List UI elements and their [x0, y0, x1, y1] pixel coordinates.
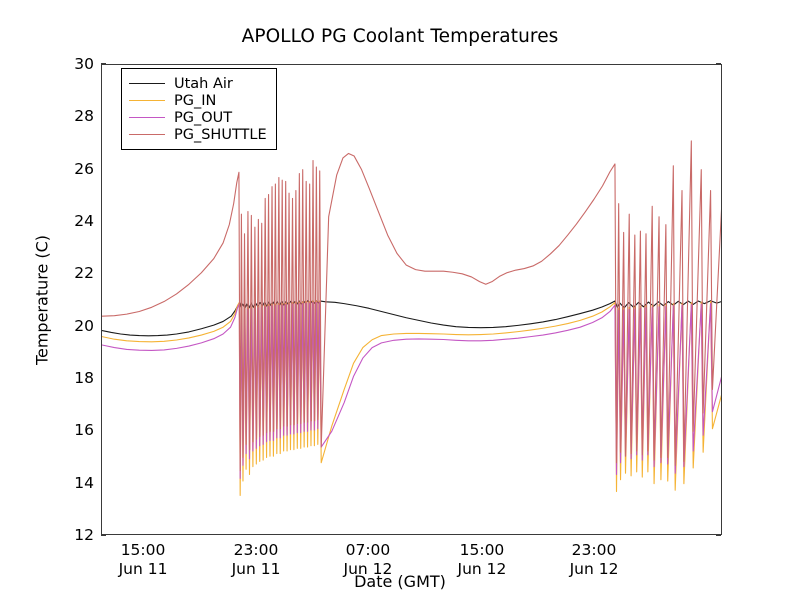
y-tick-label: 12	[74, 526, 94, 544]
y-axis-tick-labels: 12 14 16 18 20 22 24 26 28 30	[28, 0, 94, 600]
y-tick-label: 22	[74, 264, 94, 283]
legend-label: PG_IN	[174, 92, 217, 109]
y-tick-label: 26	[74, 159, 94, 178]
x-tick-date: Jun 12	[343, 560, 393, 578]
y-tick-mark	[716, 63, 721, 65]
x-tick-label: 15:00 Jun 11	[83, 541, 203, 579]
legend-item: PG_IN	[129, 92, 267, 109]
x-axis-label: Date (GMT)	[354, 572, 446, 591]
plot-area	[101, 64, 722, 535]
x-tick-label: 23:00 Jun 12	[534, 541, 654, 579]
x-tick-date: Jun 12	[569, 560, 619, 578]
y-tick-label: 16	[74, 421, 94, 440]
legend-color-swatch	[129, 83, 165, 84]
series-line-pg-out	[102, 303, 722, 479]
y-tick-label: 30	[74, 55, 94, 73]
legend-item: Utah Air	[129, 75, 267, 92]
y-tick-label: 24	[74, 212, 94, 230]
legend-label: Utah Air	[174, 75, 233, 92]
legend-color-swatch	[129, 134, 165, 135]
x-tick-time: 23:00	[571, 541, 617, 559]
legend-color-swatch	[129, 117, 165, 118]
chart-title: APOLLO PG Coolant Temperatures	[241, 26, 559, 47]
y-tick-label: 28	[74, 107, 94, 126]
y-tick-label: 18	[74, 369, 94, 387]
x-tick-date: Jun 11	[231, 560, 281, 578]
x-tick-time: 15:00	[120, 541, 166, 559]
x-tick-time: 15:00	[459, 541, 505, 559]
y-tick-label: 20	[74, 316, 94, 335]
x-tick-time: 23:00	[233, 541, 279, 559]
x-tick-time: 07:00	[345, 541, 391, 559]
chart-legend: Utah Air PG_IN PG_OUT PG_SHUTTLE	[121, 68, 277, 150]
legend-label: PG_OUT	[174, 109, 233, 126]
legend-color-swatch	[129, 100, 165, 101]
x-tick-date: Jun 12	[457, 560, 507, 578]
legend-item: PG_SHUTTLE	[129, 126, 267, 143]
legend-label: PG_SHUTTLE	[174, 126, 267, 143]
x-tick-label: 23:00 Jun 11	[196, 541, 316, 579]
x-tick-label: 07:00 Jun 12	[308, 541, 428, 579]
y-tick-label: 14	[74, 473, 94, 492]
series-line-pg-shuttle	[102, 141, 722, 471]
x-tick-date: Jun 11	[118, 560, 168, 578]
y-tick-mark	[101, 63, 106, 65]
legend-item: PG_OUT	[129, 109, 267, 126]
x-tick-label: 15:00 Jun 12	[422, 541, 542, 579]
series-canvas	[102, 65, 722, 535]
